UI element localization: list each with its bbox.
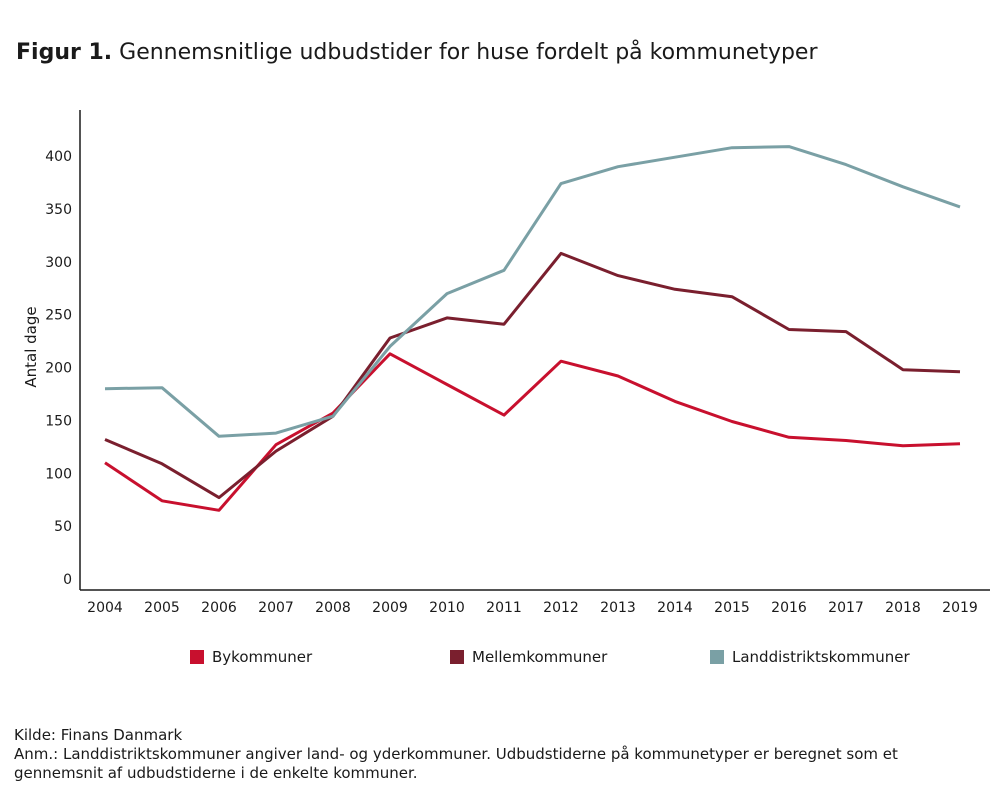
x-tick-label: 2011 [486,600,522,616]
chart-title-text: Gennemsnitlige udbudstider for huse ford… [119,40,818,65]
x-tick-label: 2015 [714,600,750,616]
y-tick-label: 0 [63,572,72,588]
legend-item-landdistriktskommuner: Landdistriktskommuner [710,648,910,666]
series-lines [104,145,961,512]
legend-item-mellemkommuner: Mellemkommuner [450,648,607,666]
y-tick-label: 300 [45,255,72,271]
legend-label-bykommuner: Bykommuner [212,648,313,666]
chart-notes: Kilde: Finans Danmark Anm.: Landdistrikt… [14,726,898,783]
chart-title: Figur 1. Gennemsnitlige udbudstider for … [16,40,818,65]
remark-note-line-1: Anm.: Landdistriktskommuner angiver land… [14,745,898,763]
y-tick-label: 50 [54,519,72,535]
y-axis-ticks: 0 50 100 150 200 250 300 350 400 [45,149,72,588]
x-tick-label: 2004 [87,600,123,616]
x-axis-ticks: 2004 2005 2006 2007 2008 2009 2010 2011 2012 2013… [87,600,978,616]
y-tick-label: 150 [45,413,72,429]
series-line-landdistriktskommuner [104,145,961,438]
source-note: Kilde: Finans Danmark [14,726,183,744]
legend-swatch-mellemkommuner [450,650,464,664]
legend-swatch-bykommuner [190,650,204,664]
y-tick-label: 400 [45,149,72,165]
x-tick-label: 2012 [543,600,579,616]
legend-swatch-landdistriktskommuner [710,650,724,664]
y-tick-label: 200 [45,361,72,377]
x-tick-label: 2016 [771,600,807,616]
legend-item-bykommuner: Bykommuner [190,648,312,666]
y-axis-label: Antal dage [22,306,40,387]
remark-note-line-2: gennemsnit af udbudstiderne i de enkelte… [14,764,418,782]
x-tick-label: 2018 [885,600,921,616]
x-tick-label: 2009 [372,600,408,616]
x-tick-label: 2007 [258,600,294,616]
x-tick-label: 2010 [429,600,465,616]
legend-label-landdistriktskommuner: Landdistriktskommuner [732,648,910,666]
series-line-mellemkommuner [104,251,961,500]
x-tick-label: 2013 [600,600,636,616]
legend: Bykommuner Mellemkommuner Landdistriktsk… [0,648,1000,672]
x-tick-label: 2008 [315,600,351,616]
y-tick-label: 100 [45,466,72,482]
series-line-bykommuner [104,352,961,512]
y-tick-label: 250 [45,308,72,324]
x-tick-label: 2014 [657,600,693,616]
y-tick-label: 350 [45,202,72,218]
chart-title-prefix: Figur 1. [16,40,113,65]
x-tick-label: 2019 [942,600,978,616]
x-tick-label: 2005 [144,600,180,616]
legend-label-mellemkommuner: Mellemkommuner [472,648,608,666]
x-tick-label: 2006 [201,600,237,616]
x-tick-label: 2017 [828,600,864,616]
